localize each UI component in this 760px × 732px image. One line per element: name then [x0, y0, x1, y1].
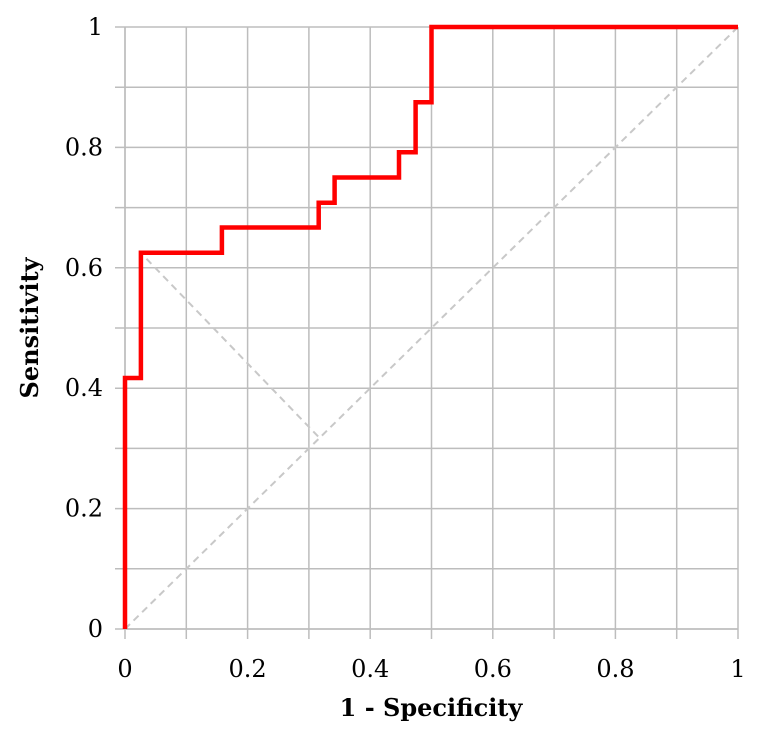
- y-tick-label-1: 0.2: [65, 495, 103, 523]
- x-tick-label-0: 0: [117, 655, 132, 683]
- x-tick-label-4: 0.8: [596, 655, 634, 683]
- y-axis-title: Sensitivity: [15, 256, 44, 398]
- tick-labels: 0 0.2 0.4 0.6 0.8 1 0 0.2 0.4 0.6 0.8 1: [65, 13, 746, 683]
- x-axis-title: 1 - Specificity: [340, 693, 524, 722]
- reference-dashed-line-2: [145, 258, 319, 438]
- y-tick-label-5: 1: [88, 13, 103, 41]
- y-tick-label-2: 0.4: [65, 374, 103, 402]
- series-group: [122, 24, 739, 630]
- y-tick-label-4: 0.8: [65, 133, 103, 161]
- x-tick-label-2: 0.4: [351, 655, 389, 683]
- roc-curve-line: [122, 24, 738, 629]
- x-tick-label-5: 1: [730, 655, 745, 683]
- x-tick-label-1: 0.2: [229, 655, 267, 683]
- y-tick-label-3: 0.6: [65, 254, 103, 282]
- y-tick-label-0: 0: [88, 615, 103, 643]
- x-tick-label-3: 0.6: [474, 655, 512, 683]
